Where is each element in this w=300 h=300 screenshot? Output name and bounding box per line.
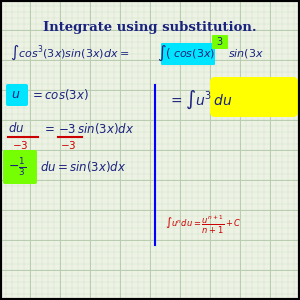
Text: $-3\,sin(3x)dx$: $-3\,sin(3x)dx$ [58,121,134,136]
Text: $cos(3x)$: $cos(3x)$ [173,46,215,59]
Text: $-3$: $-3$ [12,139,28,151]
Text: $3$: $3$ [216,35,224,47]
FancyBboxPatch shape [3,150,37,184]
Text: $-3$: $-3$ [60,139,76,151]
Text: $du$: $du$ [8,121,24,135]
Text: $\int cos^3(3x)sin(3x)dx=$: $\int cos^3(3x)sin(3x)dx=$ [10,44,129,62]
Text: $\int($: $\int($ [157,43,171,63]
Text: $sin(3x$: $sin(3x$ [228,46,264,59]
FancyBboxPatch shape [210,77,298,117]
Text: Integrate using substitution.: Integrate using substitution. [43,21,257,34]
FancyBboxPatch shape [161,43,215,65]
Text: $= cos(3x)$: $= cos(3x)$ [30,88,89,103]
FancyBboxPatch shape [212,35,228,49]
Text: $du = sin(3x)dx$: $du = sin(3x)dx$ [40,160,126,175]
FancyBboxPatch shape [6,84,28,106]
Text: $u$: $u$ [11,88,21,101]
Text: $-\frac{1}{3}$: $-\frac{1}{3}$ [8,156,26,178]
Text: $=$: $=$ [42,122,55,134]
Text: $\int u^n du = \dfrac{u^{n+1}}{n+1} + C$: $\int u^n du = \dfrac{u^{n+1}}{n+1} + C$ [165,214,242,236]
Text: $=\int u^3\,du$: $=\int u^3\,du$ [168,89,232,111]
